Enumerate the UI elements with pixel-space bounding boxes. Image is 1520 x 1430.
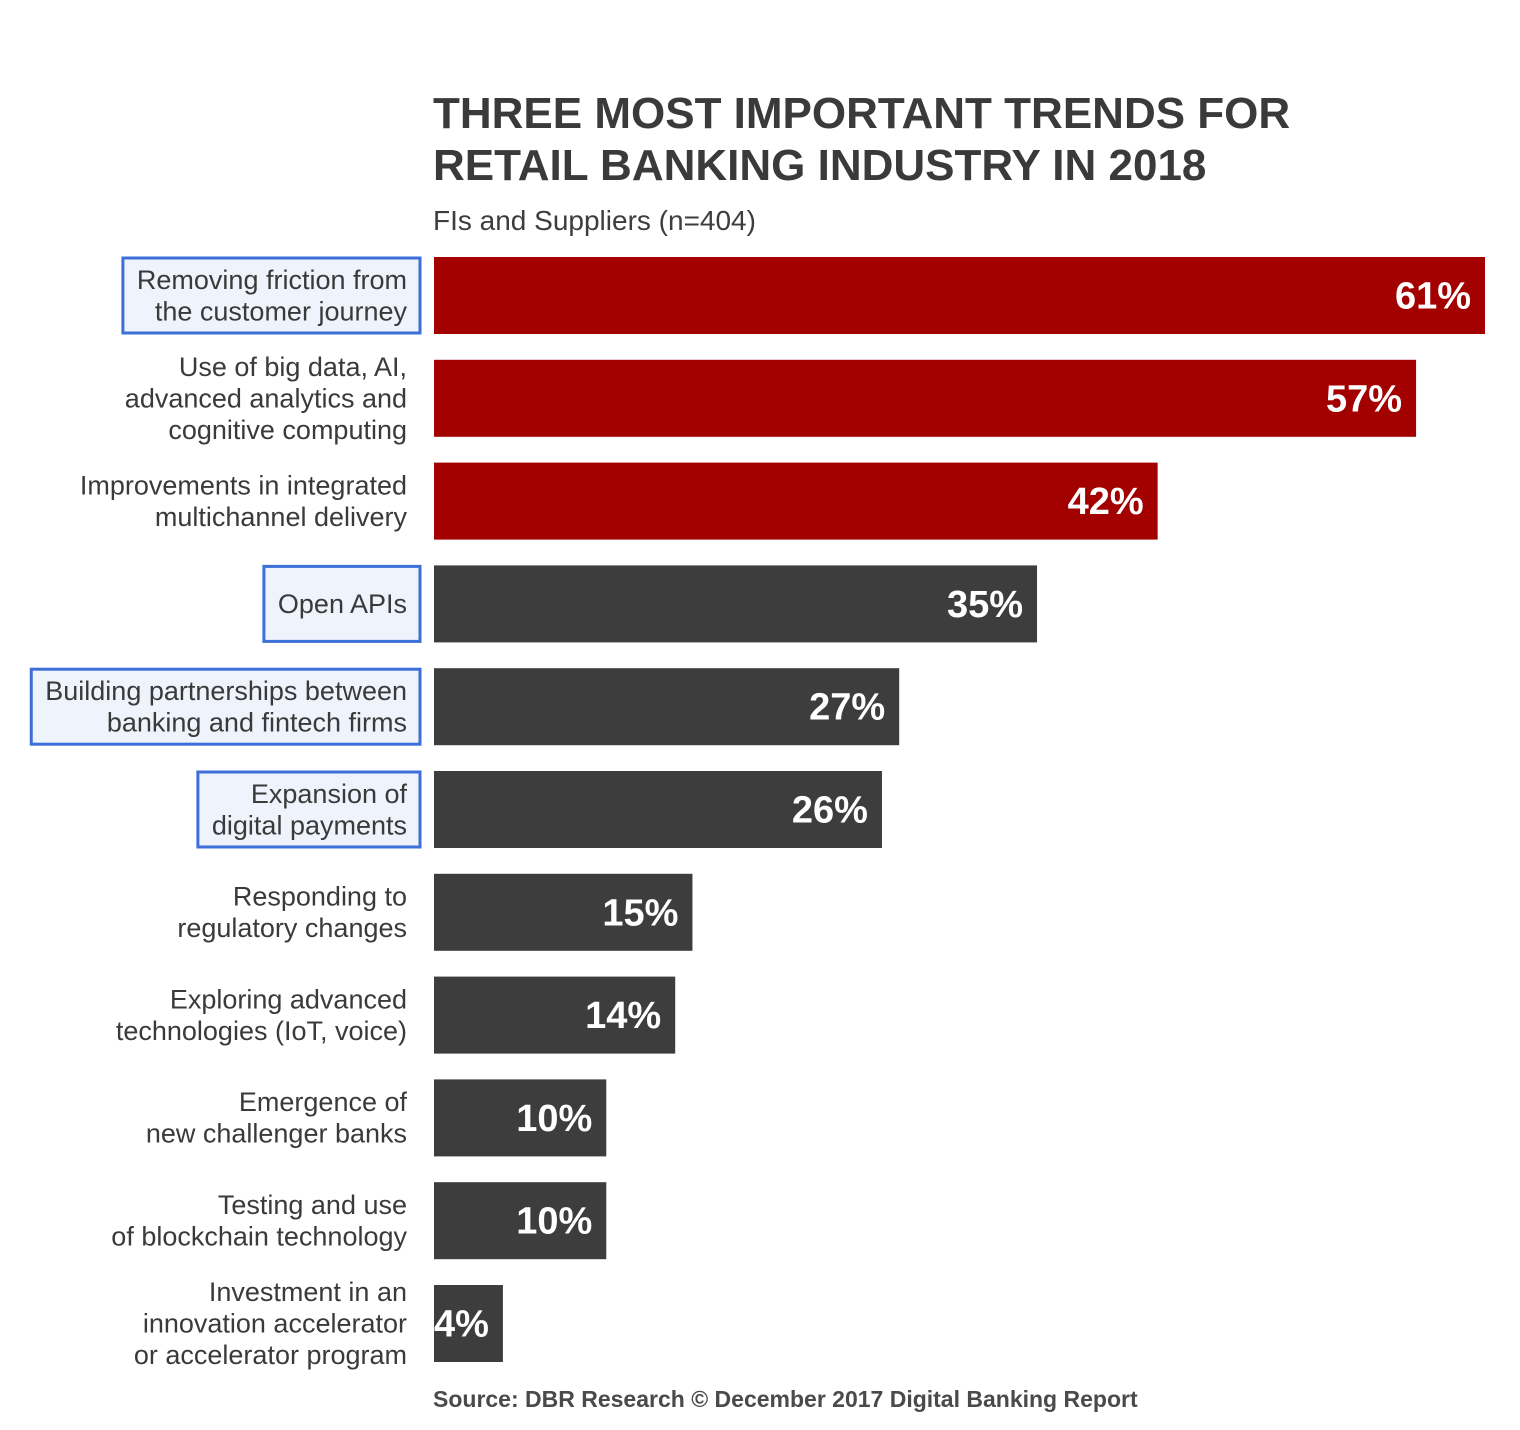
chart-source: Source: DBR Research © December 2017 Dig…: [433, 1386, 1138, 1412]
bar-3: [434, 462, 1158, 540]
category-label-line: advanced analytics and: [125, 383, 407, 413]
value-label-9: 10%: [516, 1098, 592, 1140]
category-label-10: Testing and use of blockchain technology: [111, 1190, 407, 1252]
bar-1: [434, 257, 1485, 334]
bar-8: [434, 976, 676, 1054]
category-label-line: multichannel delivery: [155, 502, 408, 532]
category-label-11: Investment in an innovation accelerator or…: [134, 1277, 407, 1370]
category-label-line: the customer journey: [155, 296, 408, 326]
category-label-line: or accelerator program: [134, 1340, 407, 1370]
chart-title-line-2: RETAIL BANKING INDUSTRY IN 2018: [433, 141, 1206, 190]
bar-7: [434, 873, 693, 951]
category-label-text: Testing and use of blockchain technology: [111, 1190, 407, 1252]
category-label-text: Open APIs: [278, 589, 407, 619]
highlight-box: [29, 667, 422, 746]
bar-5: [434, 668, 900, 746]
category-label-text: Removing friction from the customer journ…: [137, 265, 408, 327]
chart-title-line-1: THREE MOST IMPORTANT TRENDS FOR: [433, 89, 1290, 138]
category-label-line: digital payments: [212, 810, 407, 840]
category-label-7: Responding to regulatory changes: [177, 882, 407, 944]
chart-subtitle: FIs and Suppliers (n=404): [433, 205, 756, 236]
category-label-line: Improvements in integrated: [80, 470, 407, 500]
bar-2: [434, 359, 1417, 437]
value-label-8: 14%: [585, 995, 661, 1037]
highlight-box: [196, 770, 422, 849]
category-label-line: Emergence of: [239, 1087, 408, 1117]
category-label-text: Exploring advanced technologies (IoT, voi…: [116, 984, 407, 1046]
category-label-line: regulatory changes: [177, 913, 407, 943]
category-label-line: technologies (IoT, voice): [116, 1016, 407, 1046]
category-label-line: Testing and use: [218, 1190, 407, 1220]
category-label-text: Emergence of new challenger banks: [146, 1087, 408, 1149]
value-label-5: 27%: [809, 687, 885, 729]
category-label-3: Improvements in integrated multichannel d…: [80, 470, 408, 531]
category-label-text: Building partnerships between banking and…: [45, 676, 407, 738]
value-label-7: 15%: [602, 892, 678, 934]
highlight-box: [121, 256, 422, 335]
category-label-text: Responding to regulatory changes: [177, 882, 407, 944]
category-label-1: Removing friction from the customer journ…: [121, 256, 422, 335]
value-label-6: 26%: [792, 790, 868, 832]
category-label-4: Open APIs: [262, 564, 422, 643]
category-label-line: Use of big data, AI,: [179, 352, 407, 382]
highlight-box: [262, 564, 422, 643]
category-label-line: Responding to: [233, 882, 407, 912]
value-label-4: 35%: [947, 584, 1023, 626]
category-label-line: Building partnerships between: [45, 676, 407, 706]
category-label-text: Expansion of digital payments: [212, 779, 408, 841]
bar-10: [434, 1182, 607, 1260]
bars-layer: Removing friction from the customer journ…: [29, 256, 1485, 1370]
value-label-10: 10%: [516, 1201, 592, 1243]
category-label-line: Expansion of: [251, 779, 408, 809]
value-label-11: 4%: [434, 1304, 489, 1346]
category-label-line: new challenger banks: [146, 1119, 407, 1149]
value-label-3: 42%: [1068, 481, 1144, 523]
category-label-line: Investment in an: [209, 1277, 407, 1307]
category-label-line: of blockchain technology: [111, 1221, 407, 1251]
value-label-1: 61%: [1395, 276, 1471, 318]
category-label-line: Removing friction from: [137, 265, 407, 295]
category-label-5: Building partnerships between banking and…: [29, 667, 422, 746]
bar-11: [434, 1285, 503, 1362]
category-label-line: innovation accelerator: [143, 1309, 407, 1339]
category-label-text: Investment in an innovation accelerator or…: [134, 1277, 407, 1370]
category-label-line: Open APIs: [278, 589, 407, 619]
bar-9: [434, 1079, 607, 1157]
category-label-8: Exploring advanced technologies (IoT, voi…: [116, 984, 407, 1046]
bar-6: [434, 771, 882, 848]
category-label-line: banking and fintech firms: [107, 707, 407, 737]
category-label-text: Improvements in integrated multichannel d…: [80, 470, 408, 531]
value-label-2: 57%: [1326, 378, 1402, 420]
category-label-2: Use of big data, AI, advanced analytics a…: [125, 352, 407, 445]
category-label-line: Exploring advanced: [170, 984, 407, 1014]
bar-4: [434, 565, 1038, 643]
category-label-line: cognitive computing: [168, 415, 407, 445]
category-label-9: Emergence of new challenger banks: [146, 1087, 408, 1149]
category-label-text: Use of big data, AI, advanced analytics a…: [125, 352, 407, 445]
category-label-6: Expansion of digital payments: [196, 770, 422, 849]
